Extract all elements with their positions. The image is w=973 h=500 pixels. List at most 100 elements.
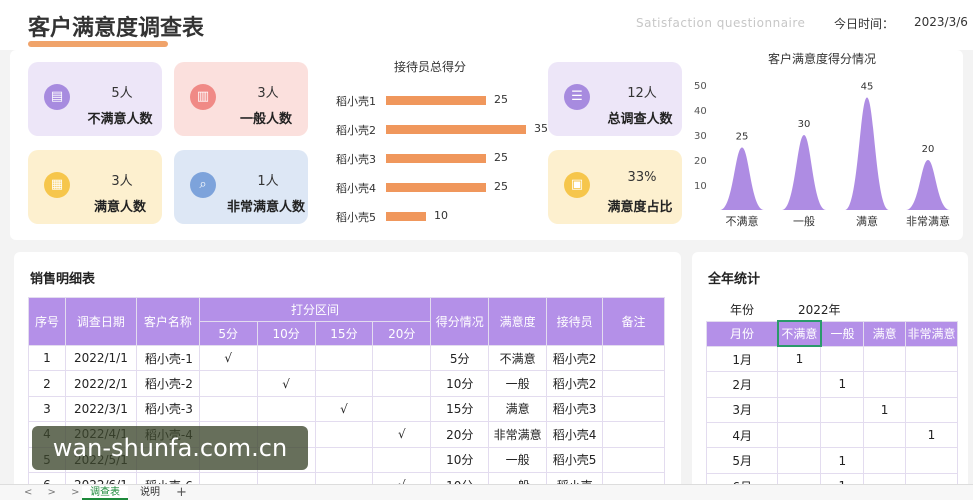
col-header-index[interactable]: 序号 <box>28 297 66 346</box>
count-cell[interactable] <box>905 396 958 424</box>
count-cell[interactable]: 1 <box>905 422 958 449</box>
table-cell-c20[interactable]: √ <box>372 421 432 448</box>
count-cell[interactable] <box>863 371 906 398</box>
table-cell-sat[interactable]: 满意 <box>488 395 548 423</box>
sheet-nav-arrows[interactable]: < > >| <box>24 487 95 498</box>
sheet-tab-notes[interactable]: 说明 <box>140 487 160 498</box>
bar[interactable] <box>386 96 486 105</box>
date-value[interactable]: 2023/3/6 <box>914 15 968 29</box>
count-cell[interactable] <box>905 447 958 474</box>
table-cell-c20[interactable] <box>372 344 432 372</box>
count-cell[interactable]: 1 <box>777 345 822 373</box>
count-cell[interactable] <box>777 447 822 474</box>
col-header-note[interactable]: 备注 <box>602 297 665 346</box>
count-cell[interactable] <box>820 345 865 373</box>
month-cell[interactable]: 3月 <box>705 396 779 424</box>
table-cell-score[interactable]: 15分 <box>430 395 490 423</box>
col-header-range[interactable]: 打分区间 <box>198 297 432 322</box>
table-cell-score[interactable]: 10分 <box>430 370 490 397</box>
table-cell-c5[interactable] <box>198 370 258 397</box>
table-cell-name[interactable]: 稻小壳-3 <box>135 395 200 423</box>
table-cell-c5[interactable]: √ <box>198 344 258 372</box>
table-row[interactable]: 2月 1 <box>705 371 958 398</box>
table-cell-rep[interactable]: 稻小壳4 <box>546 421 604 448</box>
table-cell-note[interactable] <box>602 421 665 448</box>
table-cell-sat[interactable]: 一般 <box>488 446 548 473</box>
table-cell-c15[interactable] <box>314 370 374 397</box>
stat-card-satisfied[interactable]: ▦ 3人 满意人数 <box>28 150 162 224</box>
count-cell[interactable] <box>820 396 865 424</box>
bar[interactable] <box>386 125 526 134</box>
stat-card-very-satisfied[interactable]: ⌕ 1人 非常满意人数 <box>174 150 308 224</box>
count-cell[interactable]: 1 <box>820 371 865 398</box>
table-cell-note[interactable] <box>602 370 665 397</box>
stat-card-total[interactable]: ☰ 12人 总调查人数 <box>548 62 682 136</box>
month-cell[interactable]: 5月 <box>705 447 779 474</box>
bar[interactable] <box>386 154 486 163</box>
table-row[interactable]: 2 2022/2/1 稻小壳-2 √ 10分 一般 稻小壳2 <box>28 370 665 397</box>
table-cell-date[interactable]: 2022/3/1 <box>64 395 137 423</box>
col-subheader-5[interactable]: 5分 <box>198 321 258 346</box>
table-cell-sat[interactable]: 一般 <box>488 370 548 397</box>
table-cell-c10[interactable] <box>256 344 316 372</box>
peak-shape[interactable] <box>845 97 889 211</box>
table-row[interactable]: 3月 1 <box>705 396 958 424</box>
count-cell[interactable] <box>777 396 822 424</box>
table-cell-rep[interactable]: 稻小壳3 <box>546 395 604 423</box>
table-cell-name[interactable]: 稻小壳-1 <box>135 344 200 372</box>
count-cell[interactable]: 1 <box>820 447 865 474</box>
table-row[interactable]: 3 2022/3/1 稻小壳-3 √ 15分 满意 稻小壳3 <box>28 395 665 423</box>
sheet-tab-survey[interactable]: 调查表 <box>82 486 128 500</box>
month-cell[interactable]: 2月 <box>705 371 779 398</box>
table-cell-note[interactable] <box>602 344 665 372</box>
table-cell-c20[interactable] <box>372 395 432 423</box>
peak-shape[interactable] <box>720 147 764 211</box>
peak-shape[interactable] <box>782 135 826 210</box>
table-cell-c5[interactable] <box>198 395 258 423</box>
add-sheet-button[interactable]: + <box>176 485 187 500</box>
year-header-month[interactable]: 月份 <box>705 320 779 347</box>
bar[interactable] <box>386 212 426 221</box>
table-row[interactable]: 1月 1 <box>705 345 958 373</box>
stat-card-ratio[interactable]: ▣ 33% 满意度占比 <box>548 150 682 224</box>
table-cell-score[interactable]: 10分 <box>430 446 490 473</box>
count-cell[interactable] <box>863 422 906 449</box>
col-subheader-10[interactable]: 10分 <box>256 321 316 346</box>
year-value[interactable]: 2022年 <box>798 303 841 317</box>
table-cell-rep[interactable]: 稻小壳2 <box>546 370 604 397</box>
table-row[interactable]: 1 2022/1/1 稻小壳-1 √ 5分 不满意 稻小壳2 <box>28 344 665 372</box>
table-cell-date[interactable]: 2022/1/1 <box>64 344 137 372</box>
count-cell[interactable] <box>863 345 906 373</box>
table-row[interactable]: 4月 1 <box>705 422 958 449</box>
peak-shape[interactable] <box>906 160 950 210</box>
col-header-rep[interactable]: 接待员 <box>546 297 604 346</box>
count-cell[interactable] <box>905 345 958 373</box>
month-cell[interactable]: 4月 <box>705 422 779 449</box>
stat-card-dissatisfied[interactable]: ▤ 5人 不满意人数 <box>28 62 162 136</box>
table-cell-sat[interactable]: 非常满意 <box>488 421 548 448</box>
table-cell-c10[interactable] <box>256 395 316 423</box>
count-cell[interactable]: 1 <box>863 396 906 424</box>
table-cell-c20[interactable] <box>372 446 432 473</box>
count-cell[interactable] <box>905 371 958 398</box>
table-cell-name[interactable]: 稻小壳-2 <box>135 370 200 397</box>
table-cell-c10[interactable]: √ <box>256 370 316 397</box>
table-cell-no[interactable]: 3 <box>28 395 66 423</box>
year-header-very-satisfied[interactable]: 非常满意 <box>905 320 958 347</box>
count-cell[interactable] <box>777 422 822 449</box>
table-cell-no[interactable]: 2 <box>28 370 66 397</box>
table-row[interactable]: 5月 1 <box>705 447 958 474</box>
stat-card-neutral[interactable]: ▥ 3人 一般人数 <box>174 62 308 136</box>
table-cell-no[interactable]: 1 <box>28 344 66 372</box>
count-cell[interactable] <box>863 447 906 474</box>
bar[interactable] <box>386 183 486 192</box>
table-cell-sat[interactable]: 不满意 <box>488 344 548 372</box>
table-cell-rep[interactable]: 稻小壳2 <box>546 344 604 372</box>
col-subheader-20[interactable]: 20分 <box>372 321 432 346</box>
table-cell-rep[interactable]: 稻小壳5 <box>546 446 604 473</box>
table-cell-score[interactable]: 20分 <box>430 421 490 448</box>
table-cell-c20[interactable] <box>372 370 432 397</box>
table-cell-c15[interactable] <box>314 446 374 473</box>
col-header-score[interactable]: 得分情况 <box>430 297 490 346</box>
col-subheader-15[interactable]: 15分 <box>314 321 374 346</box>
